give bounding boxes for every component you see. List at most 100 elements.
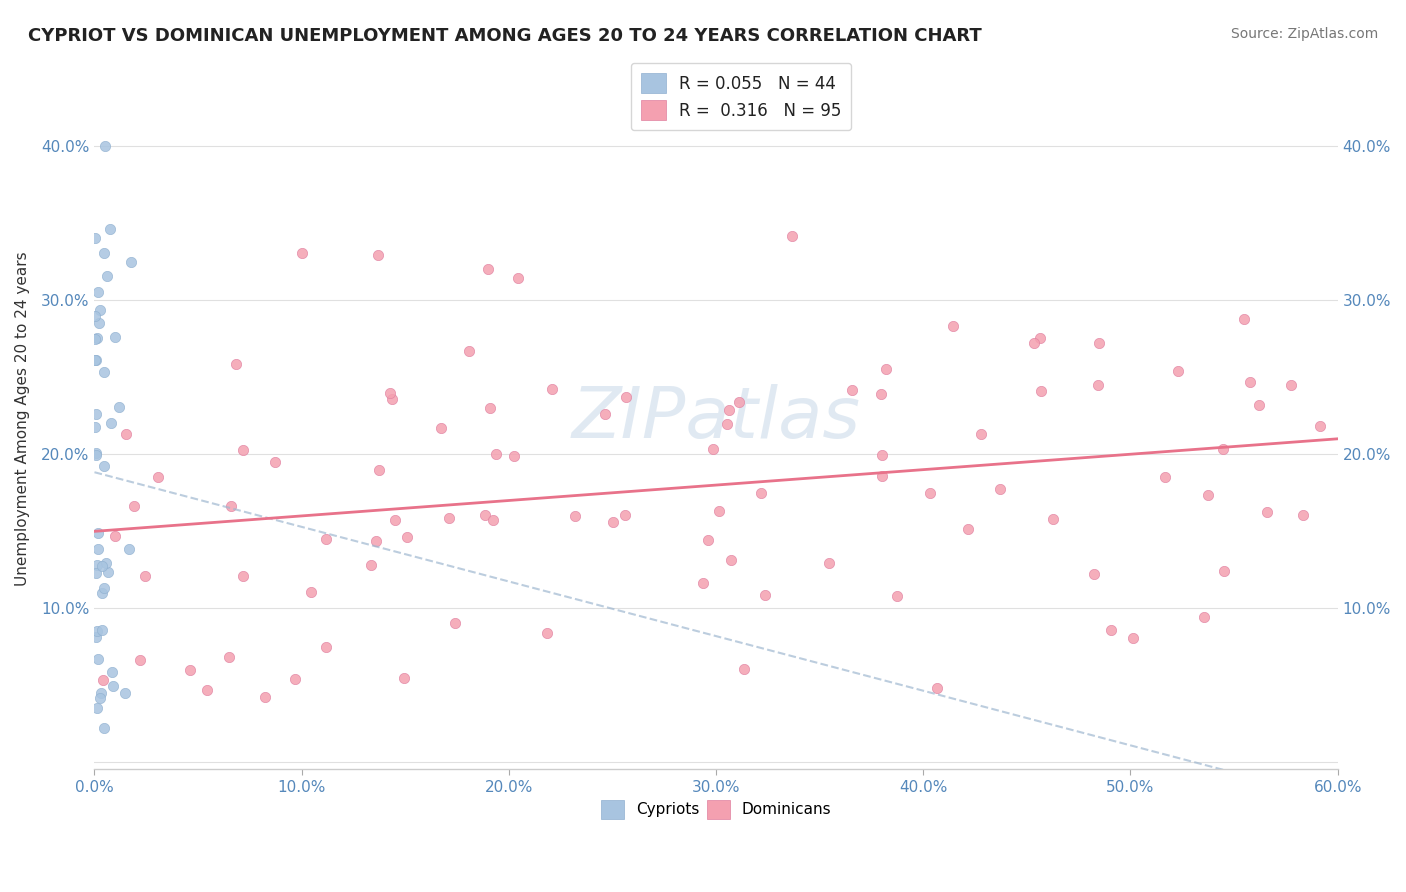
Point	[104, 529, 127, 543]
Point	[918, 486, 941, 500]
Point	[90, 686, 112, 700]
Point	[1233, 311, 1256, 326]
Point	[841, 383, 863, 397]
Point	[1167, 364, 1189, 378]
Text: ZIPatlas: ZIPatlas	[572, 384, 860, 453]
Point	[1256, 505, 1278, 519]
Point	[720, 553, 742, 567]
Point	[115, 426, 138, 441]
Point	[1309, 418, 1331, 433]
Point	[86, 331, 108, 345]
Point	[134, 569, 156, 583]
Text: Source: ZipAtlas.com: Source: ZipAtlas.com	[1230, 27, 1378, 41]
Point	[360, 558, 382, 572]
Point	[1153, 470, 1175, 484]
Point	[780, 228, 803, 243]
Point	[602, 515, 624, 529]
Point	[478, 401, 501, 416]
Point	[86, 701, 108, 715]
Point	[367, 463, 389, 477]
Point	[84, 231, 107, 245]
Point	[536, 626, 558, 640]
Point	[315, 640, 337, 654]
Point	[86, 624, 108, 639]
Point	[394, 671, 416, 685]
Point	[564, 509, 586, 524]
Point	[485, 447, 508, 461]
Point	[218, 650, 240, 665]
Point	[254, 690, 277, 705]
Point	[84, 448, 107, 462]
Point	[754, 588, 776, 602]
Point	[749, 486, 772, 500]
Point	[96, 556, 118, 570]
Point	[89, 691, 111, 706]
Point	[1088, 335, 1111, 350]
Point	[129, 652, 152, 666]
Point	[94, 138, 117, 153]
Point	[86, 558, 108, 573]
Point	[179, 664, 201, 678]
Point	[87, 526, 110, 541]
Point	[84, 407, 107, 421]
Point	[364, 533, 387, 548]
Point	[482, 513, 505, 527]
Point	[122, 500, 145, 514]
Point	[87, 652, 110, 666]
Point	[716, 417, 738, 432]
Point	[728, 394, 751, 409]
Point	[118, 541, 141, 556]
Point	[93, 721, 115, 735]
Point	[957, 522, 980, 536]
Point	[1099, 623, 1122, 637]
Point	[1122, 632, 1144, 646]
Point	[96, 268, 118, 283]
Text: CYPRIOT VS DOMINICAN UNEMPLOYMENT AMONG AGES 20 TO 24 YEARS CORRELATION CHART: CYPRIOT VS DOMINICAN UNEMPLOYMENT AMONG …	[28, 27, 981, 45]
Point	[869, 387, 891, 401]
Point	[477, 261, 499, 276]
Point	[718, 403, 741, 417]
Point	[709, 504, 731, 518]
Point	[692, 576, 714, 591]
Point	[1212, 564, 1234, 578]
Point	[381, 392, 404, 406]
Point	[1087, 378, 1109, 392]
Point	[108, 400, 131, 414]
Point	[232, 568, 254, 582]
Point	[870, 448, 893, 462]
Point	[614, 390, 637, 404]
Point	[1198, 488, 1220, 502]
Point	[367, 247, 389, 261]
Point	[87, 285, 110, 299]
Point	[1279, 377, 1302, 392]
Point	[84, 332, 107, 346]
Point	[614, 508, 637, 523]
Point	[100, 665, 122, 679]
Point	[1083, 566, 1105, 581]
Point	[93, 581, 115, 595]
Point	[970, 427, 993, 442]
Point	[84, 566, 107, 580]
Point	[540, 382, 562, 396]
Point	[1192, 610, 1215, 624]
Point	[100, 222, 122, 236]
Point	[100, 416, 122, 430]
Point	[503, 450, 526, 464]
Point	[1239, 375, 1261, 389]
Point	[1029, 331, 1052, 345]
Point	[733, 662, 755, 676]
Point	[593, 408, 616, 422]
Point	[89, 302, 111, 317]
Point	[870, 468, 893, 483]
Point	[875, 362, 897, 376]
Point	[291, 246, 314, 260]
Point	[83, 420, 105, 434]
Point	[396, 530, 419, 544]
Point	[84, 630, 107, 644]
Point	[101, 679, 124, 693]
Y-axis label: Unemployment Among Ages 20 to 24 years: Unemployment Among Ages 20 to 24 years	[15, 252, 30, 586]
Point	[1031, 384, 1053, 399]
Point	[263, 455, 285, 469]
Point	[430, 421, 453, 435]
Point	[84, 446, 107, 460]
